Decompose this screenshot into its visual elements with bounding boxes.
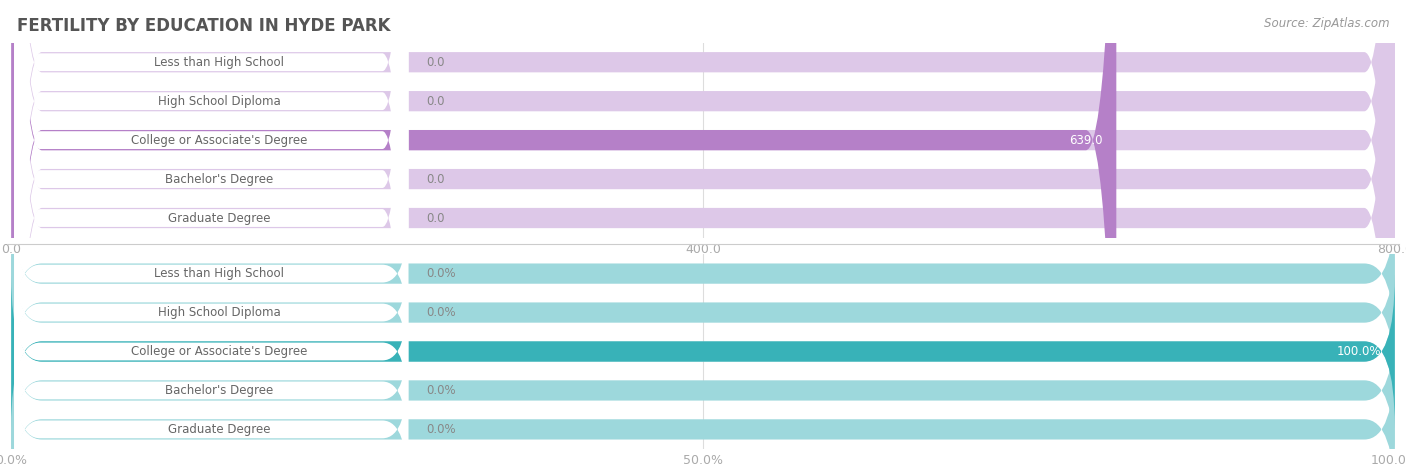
- FancyBboxPatch shape: [14, 287, 408, 416]
- FancyBboxPatch shape: [11, 276, 1395, 427]
- Text: College or Associate's Degree: College or Associate's Degree: [131, 133, 308, 147]
- Text: FERTILITY BY EDUCATION IN HYDE PARK: FERTILITY BY EDUCATION IN HYDE PARK: [17, 17, 391, 35]
- FancyBboxPatch shape: [11, 0, 1395, 475]
- Text: Bachelor's Degree: Bachelor's Degree: [165, 172, 273, 186]
- FancyBboxPatch shape: [14, 0, 408, 475]
- FancyBboxPatch shape: [14, 0, 408, 475]
- FancyBboxPatch shape: [14, 326, 408, 455]
- FancyBboxPatch shape: [14, 0, 408, 475]
- FancyBboxPatch shape: [14, 248, 408, 377]
- Text: 0.0%: 0.0%: [426, 306, 456, 319]
- Text: High School Diploma: High School Diploma: [157, 95, 280, 108]
- Text: Graduate Degree: Graduate Degree: [167, 423, 270, 436]
- Text: 0.0%: 0.0%: [426, 384, 456, 397]
- Text: Less than High School: Less than High School: [155, 267, 284, 280]
- Text: Less than High School: Less than High School: [155, 56, 284, 69]
- FancyBboxPatch shape: [14, 0, 408, 475]
- FancyBboxPatch shape: [14, 365, 408, 475]
- FancyBboxPatch shape: [11, 198, 1395, 349]
- Text: College or Associate's Degree: College or Associate's Degree: [131, 345, 308, 358]
- Text: 100.0%: 100.0%: [1337, 345, 1381, 358]
- Text: 0.0: 0.0: [426, 211, 444, 225]
- FancyBboxPatch shape: [11, 315, 1395, 466]
- Text: 0.0%: 0.0%: [426, 267, 456, 280]
- FancyBboxPatch shape: [11, 354, 1395, 475]
- Text: 0.0%: 0.0%: [426, 423, 456, 436]
- Text: 639.0: 639.0: [1069, 133, 1102, 147]
- Text: Bachelor's Degree: Bachelor's Degree: [165, 384, 273, 397]
- Text: 0.0: 0.0: [426, 172, 444, 186]
- Text: Source: ZipAtlas.com: Source: ZipAtlas.com: [1264, 17, 1389, 29]
- Text: Graduate Degree: Graduate Degree: [167, 211, 270, 225]
- FancyBboxPatch shape: [11, 0, 1395, 475]
- FancyBboxPatch shape: [14, 209, 408, 338]
- Text: 0.0: 0.0: [426, 56, 444, 69]
- FancyBboxPatch shape: [14, 0, 408, 475]
- FancyBboxPatch shape: [11, 0, 1116, 475]
- Text: High School Diploma: High School Diploma: [157, 306, 280, 319]
- FancyBboxPatch shape: [11, 276, 1395, 427]
- FancyBboxPatch shape: [11, 237, 1395, 388]
- FancyBboxPatch shape: [11, 0, 1395, 475]
- FancyBboxPatch shape: [11, 0, 1395, 475]
- Text: 0.0: 0.0: [426, 95, 444, 108]
- FancyBboxPatch shape: [11, 0, 1395, 475]
